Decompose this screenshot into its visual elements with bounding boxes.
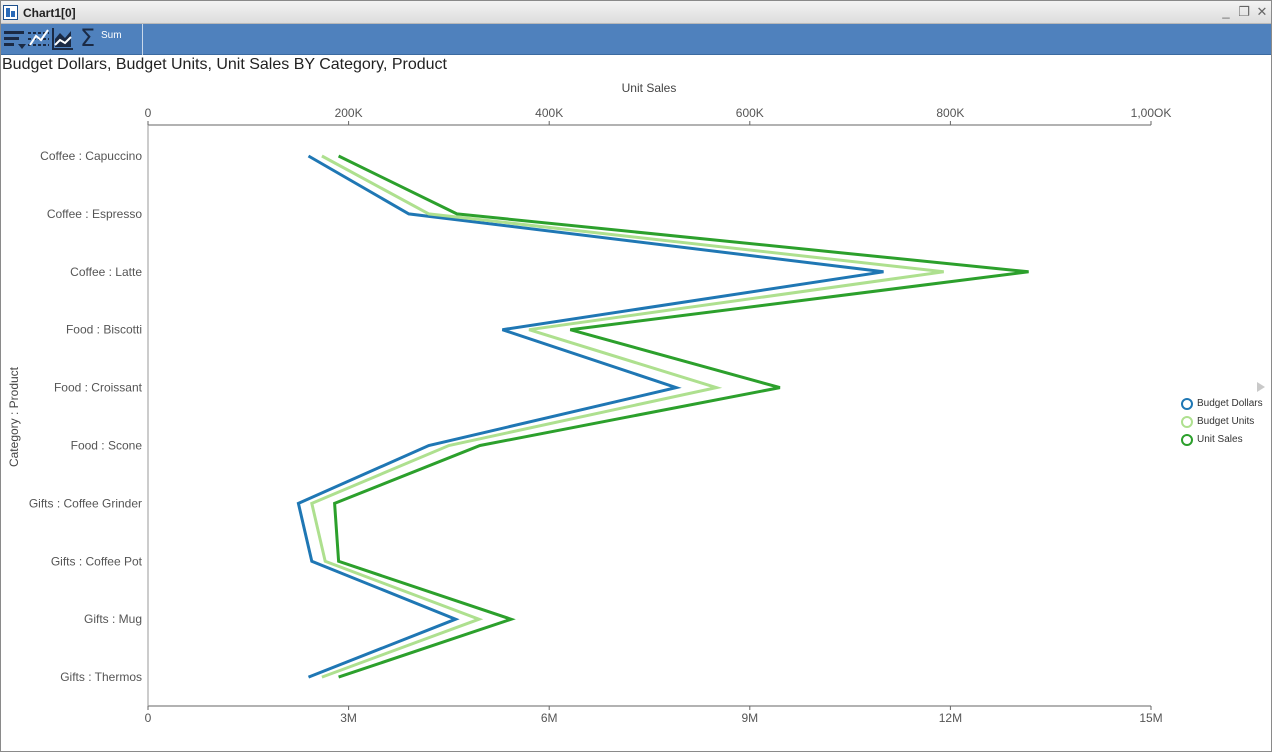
legend-swatch-icon (1181, 434, 1193, 446)
category-label: Food : Biscotti (66, 323, 142, 337)
legend-label: Budget Dollars (1197, 398, 1263, 409)
bottom-tick-label: 9M (741, 711, 758, 725)
legend-label: Unit Sales (1197, 434, 1243, 445)
category-label: Coffee : Capuccino (40, 149, 142, 163)
bottom-tick-label: 15M (1139, 711, 1162, 725)
top-tick-label: 0 (145, 106, 152, 120)
sum-icon[interactable]: Σ (80, 24, 96, 52)
chart-type-button[interactable] (51, 27, 75, 51)
bottom-axis: 0 3M 6M 9M 12M 15M (145, 125, 1163, 725)
series-line-budget-dollars[interactable] (296, 154, 884, 679)
top-tick-label: 800K (936, 106, 964, 120)
chart-app-icon (3, 5, 18, 20)
chart-title: Budget Dollars, Budget Units, Unit Sales… (2, 56, 447, 73)
category-label: Gifts : Coffee Grinder (29, 496, 142, 510)
bottom-tick-label: 3M (340, 711, 357, 725)
chart-type-icon (52, 28, 73, 50)
category-label: Coffee : Latte (70, 265, 142, 279)
line-chart: Unit Sales 0 200K 400K 600K 800K 1,00OK 0 3M 6M… (7, 81, 1172, 725)
legend-scroll-arrow-icon[interactable] (1257, 382, 1265, 392)
y-axis-label: Category : Product (7, 366, 21, 467)
window-title: Chart1[0] (23, 6, 76, 20)
restore-icon[interactable]: ❐ (1238, 4, 1250, 19)
series-line-unit-sales[interactable] (333, 154, 1029, 679)
bottom-tick-label: 12M (939, 711, 962, 725)
category-label: Coffee : Espresso (47, 207, 142, 221)
sort-icon (4, 31, 26, 49)
bottom-tick-label: 0 (145, 711, 152, 725)
toolbar-divider (142, 24, 143, 55)
category-label: Gifts : Thermos (60, 670, 142, 684)
filter-icon (28, 29, 49, 46)
series-lines (296, 154, 1029, 679)
minimize-icon[interactable]: _ (1222, 4, 1230, 19)
series-line-budget-units[interactable] (310, 154, 944, 679)
top-tick-label: 1,00OK (1131, 106, 1172, 120)
category-label: Food : Croissant (54, 381, 143, 395)
legend-swatch-icon (1181, 398, 1193, 410)
aggregate-label[interactable]: Sum (101, 30, 122, 41)
category-label: Gifts : Mug (84, 612, 142, 626)
chart-toolbar: Σ Sum (1, 24, 1271, 55)
top-axis-label: Unit Sales (622, 81, 677, 95)
title-bar[interactable]: Chart1[0] _ ❐ ✕ (1, 1, 1271, 24)
close-icon[interactable]: ✕ (1256, 4, 1268, 19)
category-axis: Coffee : Capuccino Coffee : Espresso Coffe… (29, 149, 143, 684)
category-label: Gifts : Coffee Pot (51, 554, 143, 568)
top-tick-label: 600K (736, 106, 764, 120)
sort-button[interactable] (3, 27, 27, 51)
top-tick-label: 400K (535, 106, 563, 120)
legend-swatch-icon (1181, 416, 1193, 428)
bottom-tick-label: 6M (541, 711, 558, 725)
top-axis: 0 200K 400K 600K 800K 1,00OK (145, 106, 1172, 126)
top-tick-label: 200K (335, 106, 363, 120)
legend-label: Budget Units (1197, 416, 1255, 427)
category-label: Food : Scone (71, 439, 143, 453)
filter-button[interactable] (27, 27, 51, 51)
